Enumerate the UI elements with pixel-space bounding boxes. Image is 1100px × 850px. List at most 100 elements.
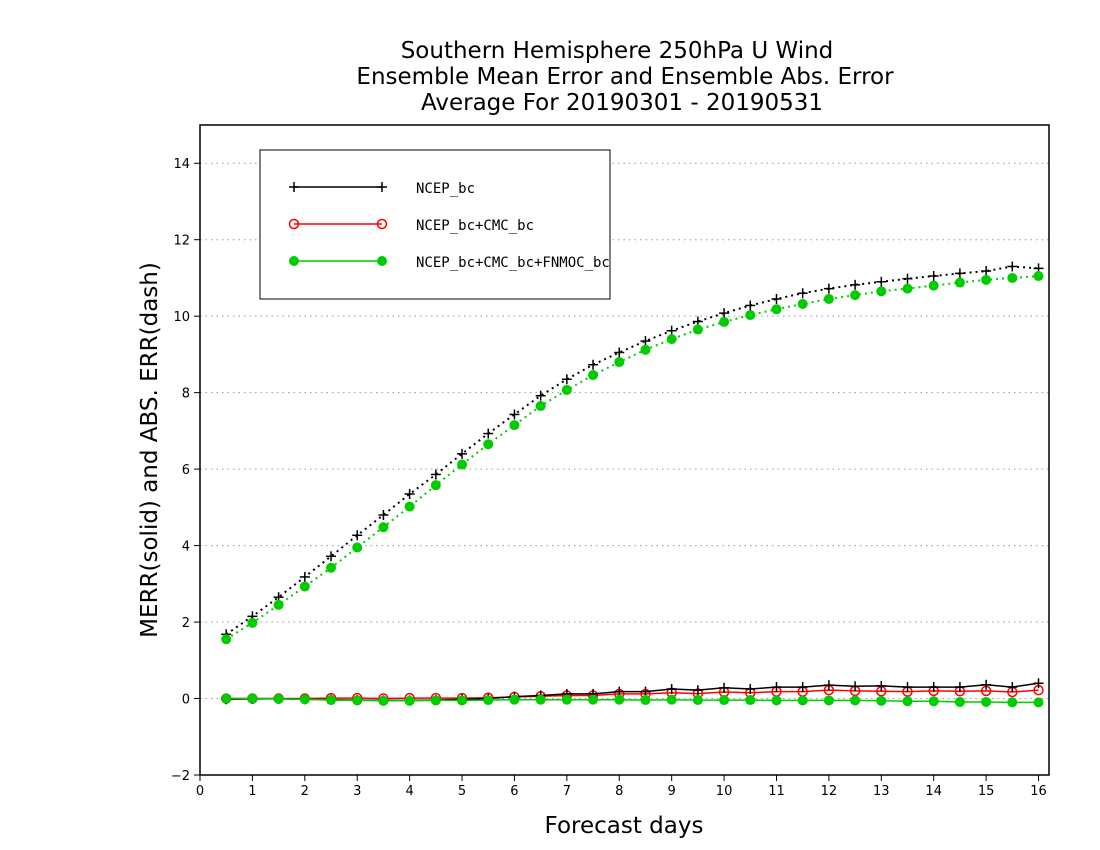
marker-plus [902, 273, 913, 284]
title-line-3: Average For 20190301 - 20190531 [421, 90, 823, 116]
marker-plus [928, 682, 939, 693]
marker-plus [876, 276, 887, 287]
x-tick-label: 13 [873, 784, 890, 799]
marker-filled-circle [771, 304, 782, 315]
marker-plus [404, 488, 415, 499]
marker-filled-circle [850, 290, 861, 301]
marker-plus [430, 469, 441, 480]
x-tick-label: 11 [768, 784, 785, 799]
marker-filled-circle [352, 695, 363, 706]
x-tick-label: 3 [353, 784, 361, 799]
marker-plus [509, 409, 520, 420]
marker-filled-circle [377, 256, 387, 266]
marker-plus [850, 279, 861, 290]
marker-plus [902, 682, 913, 693]
marker-open-circle [376, 218, 388, 230]
marker-filled-circle [954, 277, 965, 288]
x-tick-label: 16 [1030, 784, 1047, 799]
marker-filled-circle [221, 634, 232, 645]
y-tick-label: 4 [182, 540, 190, 555]
x-tick-label: 0 [196, 784, 204, 799]
marker-filled-circle [719, 316, 730, 327]
marker-filled-circle [666, 694, 677, 705]
marker-filled-circle [850, 695, 861, 706]
marker-filled-circle [326, 562, 337, 573]
marker-filled-circle [1033, 697, 1044, 708]
marker-filled-circle [483, 695, 494, 706]
marker-filled-circle [928, 696, 939, 707]
marker-filled-circle [535, 401, 546, 412]
y-tick-label: 10 [173, 310, 190, 325]
marker-filled-circle [273, 599, 284, 610]
marker-filled-circle [247, 617, 258, 628]
x-tick-label: 4 [405, 784, 413, 799]
x-axis-label: Forecast days [545, 813, 704, 839]
title-line-1: Southern Hemisphere 250hPa U Wind [401, 38, 834, 64]
marker-plus [640, 336, 651, 347]
plot-frame [199, 124, 1050, 776]
marker-filled-circle [614, 694, 625, 705]
marker-filled-circle [640, 344, 651, 355]
y-tick-label: 12 [173, 234, 190, 249]
marker-filled-circle [981, 696, 992, 707]
marker-filled-circle [876, 695, 887, 706]
marker-open-circle [288, 218, 300, 230]
marker-plus [289, 182, 299, 192]
marker-filled-circle [299, 694, 310, 705]
x-tick-label: 9 [668, 784, 676, 799]
x-tick-label: 7 [563, 784, 571, 799]
marker-plus [588, 359, 599, 370]
marker-plus [850, 681, 861, 692]
marker-plus [771, 682, 782, 693]
marker-filled-circle [954, 696, 965, 707]
y-axis-label: MERR(solid) and ABS. ERR(dash) [137, 262, 163, 638]
marker-plus [692, 685, 703, 696]
chart-title: Southern Hemisphere 250hPa U Wind Ensemb… [356, 38, 894, 116]
y-tick-label: 14 [173, 157, 190, 172]
plot-data [220, 261, 1044, 708]
marker-filled-circle [823, 293, 834, 304]
marker-filled-circle [221, 693, 232, 704]
marker-plus [1033, 678, 1044, 689]
marker-plus [666, 325, 677, 336]
marker-filled-circle [1007, 697, 1018, 708]
marker-plus [981, 679, 992, 690]
marker-plus [797, 682, 808, 693]
marker-filled-circle [797, 298, 808, 309]
marker-plus [797, 288, 808, 299]
marker-plus [377, 182, 387, 192]
marker-filled-circle [378, 522, 389, 533]
marker-plus [823, 283, 834, 294]
y-tick-label: 8 [182, 387, 190, 402]
marker-filled-circle [981, 274, 992, 285]
marker-plus [745, 300, 756, 311]
marker-filled-circle [692, 695, 703, 706]
marker-plus [483, 428, 494, 439]
marker-filled-circle [457, 695, 468, 706]
x-tick-label: 1 [248, 784, 256, 799]
marker-filled-circle [352, 542, 363, 553]
legend-label-ncep-cmc-fnmoc: NCEP_bc+CMC_bc+FNMOC_bc [416, 255, 610, 271]
marker-filled-circle [692, 324, 703, 335]
marker-filled-circle [1033, 271, 1044, 282]
marker-plus [719, 308, 730, 319]
marker-plus [954, 268, 965, 279]
marker-plus [640, 686, 651, 697]
x-tick-label: 15 [978, 784, 995, 799]
marker-plus [745, 683, 756, 694]
marker-filled-circle [273, 693, 284, 704]
marker-filled-circle [483, 439, 494, 450]
marker-filled-circle [289, 256, 299, 266]
x-tick-label: 10 [716, 784, 733, 799]
x-tick-label: 2 [301, 784, 309, 799]
y-tick-label: 0 [182, 693, 190, 708]
marker-filled-circle [378, 695, 389, 706]
marker-filled-circle [876, 286, 887, 297]
marker-filled-circle [666, 334, 677, 345]
marker-filled-circle [509, 694, 520, 705]
marker-filled-circle [771, 695, 782, 706]
marker-plus [1007, 261, 1018, 272]
marker-filled-circle [404, 501, 415, 512]
y-tick-label: 2 [182, 616, 190, 631]
